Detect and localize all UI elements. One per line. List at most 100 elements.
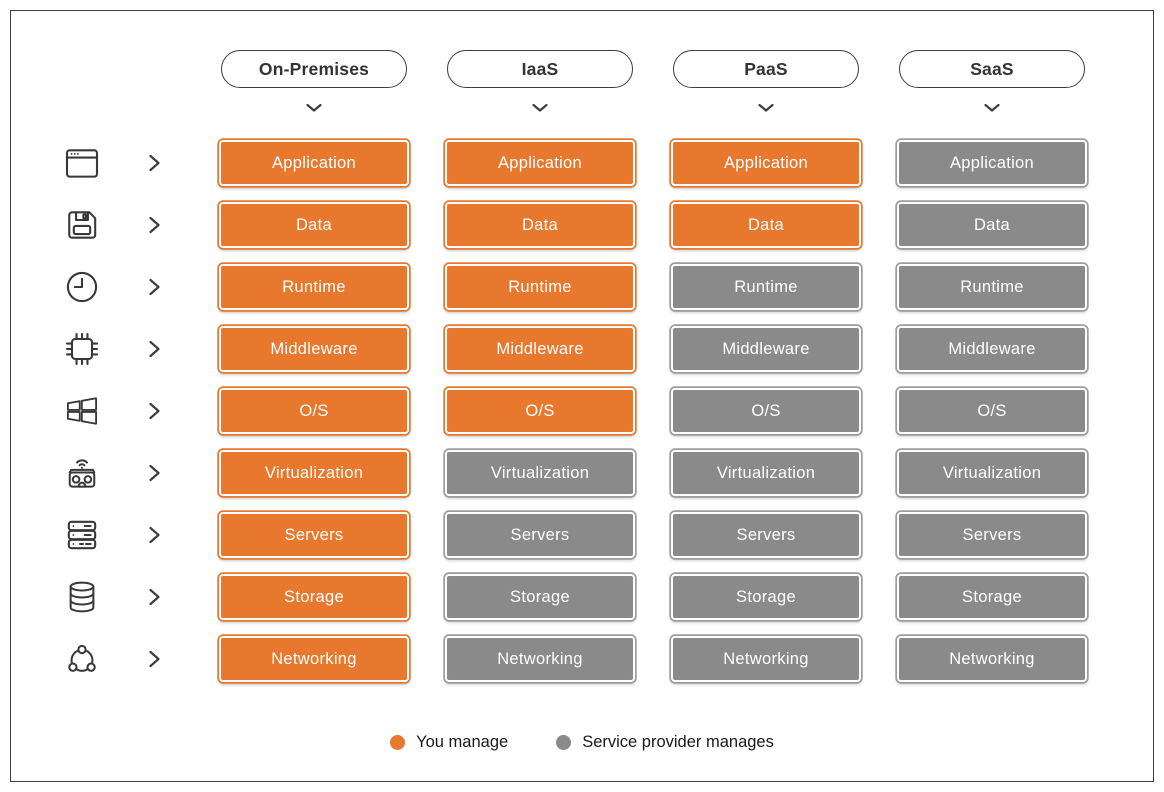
cell-label: Virtualization: [264, 463, 364, 482]
layer-row-virtualization: Virtualization Virtualization Virtualizati…: [0, 450, 1087, 496]
cell-saas-networking: Networking: [897, 636, 1087, 682]
cell-iaas-data: Data: [445, 202, 635, 248]
cell-label: Storage: [736, 587, 796, 606]
cell-label: Middleware: [948, 339, 1036, 358]
cell-label: Data: [521, 215, 559, 234]
browser-window-icon: [62, 143, 102, 183]
floppy-disk-icon: [62, 205, 102, 245]
layer-row-data: Data Data Data Data: [0, 202, 1087, 248]
column-paas: PaaS: [671, 50, 861, 114]
chevron-down-icon: [306, 103, 322, 112]
column-pill-label: IaaS: [521, 58, 559, 79]
cell-label: Runtime: [508, 277, 572, 296]
chevron-right-icon: [149, 588, 160, 606]
column-pill-label: On-Premises: [258, 58, 370, 79]
cell-iaas-storage: Storage: [445, 574, 635, 620]
cell-label: Servers: [962, 525, 1022, 544]
column-headers: On-Premises IaaS PaaS SaaS: [219, 50, 1087, 114]
chevron-right-icon: [149, 278, 160, 296]
column-pill-label: SaaS: [970, 58, 1014, 79]
layer-row-os: O/S O/S O/S O/S: [0, 388, 1087, 434]
legend-label: You manage: [416, 733, 509, 751]
cell-on-premises-os: O/S: [219, 388, 409, 434]
chevron-down-icon: [984, 103, 1000, 112]
cell-on-premises-data: Data: [219, 202, 409, 248]
legend-dot-you: [390, 735, 406, 750]
cell-label: Application: [723, 153, 809, 172]
cell-label: Data: [973, 215, 1011, 234]
cell-label: Networking: [949, 649, 1035, 668]
cell-iaas-application: Application: [445, 140, 635, 186]
vr-headset-icon: [62, 453, 102, 493]
chevron-right-icon: [149, 464, 160, 482]
legend: You manage Service provider manages: [22, 733, 1142, 752]
cell-label: Virtualization: [716, 463, 816, 482]
cell-label: Storage: [510, 587, 570, 606]
layer-row-servers: Servers Servers Servers Servers: [0, 512, 1087, 558]
cell-saas-data: Data: [897, 202, 1087, 248]
cell-paas-middleware: Middleware: [671, 326, 861, 372]
column-pill-iaas: IaaS: [447, 50, 633, 88]
cell-saas-storage: Storage: [897, 574, 1087, 620]
cell-label: Servers: [284, 525, 344, 544]
chevron-down-icon: [758, 103, 774, 112]
cell-label: Servers: [510, 525, 570, 544]
network-nodes-icon: [62, 639, 102, 679]
chevron-right-icon: [149, 402, 160, 420]
cell-on-premises-virtualization: Virtualization: [219, 450, 409, 496]
layer-row-middleware: Middleware Middleware Middleware Middleware: [0, 326, 1087, 372]
cell-saas-application: Application: [897, 140, 1087, 186]
cell-label: O/S: [525, 401, 555, 420]
cell-on-premises-servers: Servers: [219, 512, 409, 558]
windows-logo-icon: [62, 391, 102, 431]
column-on-premises: On-Premises: [219, 50, 409, 114]
cell-paas-os: O/S: [671, 388, 861, 434]
chevron-right-icon: [149, 154, 160, 172]
cell-on-premises-runtime: Runtime: [219, 264, 409, 310]
column-iaas: IaaS: [445, 50, 635, 114]
cell-paas-servers: Servers: [671, 512, 861, 558]
cell-paas-networking: Networking: [671, 636, 861, 682]
column-pill-on-premises: On-Premises: [221, 50, 407, 88]
legend-item-provider: Service provider manages: [556, 733, 774, 752]
chevron-right-icon: [149, 526, 160, 544]
cell-label: Runtime: [734, 277, 798, 296]
cell-label: Data: [747, 215, 785, 234]
cell-label: Middleware: [722, 339, 810, 358]
column-saas: SaaS: [897, 50, 1087, 114]
cell-label: O/S: [977, 401, 1007, 420]
cell-label: O/S: [751, 401, 781, 420]
cell-on-premises-storage: Storage: [219, 574, 409, 620]
server-rack-icon: [62, 515, 102, 555]
chevron-down-icon: [532, 103, 548, 112]
cell-iaas-runtime: Runtime: [445, 264, 635, 310]
cell-iaas-os: O/S: [445, 388, 635, 434]
column-pill-label: PaaS: [744, 58, 788, 79]
layer-row-networking: Networking Networking Networking Networking: [0, 636, 1087, 682]
cell-on-premises-middleware: Middleware: [219, 326, 409, 372]
legend-label: Service provider manages: [582, 733, 774, 751]
cell-paas-data: Data: [671, 202, 861, 248]
cell-label: Virtualization: [942, 463, 1042, 482]
cell-label: Middleware: [496, 339, 584, 358]
legend-dot-provider: [556, 735, 572, 750]
cell-saas-servers: Servers: [897, 512, 1087, 558]
cell-label: Middleware: [270, 339, 358, 358]
cell-label: Application: [497, 153, 583, 172]
cell-label: Runtime: [960, 277, 1024, 296]
cell-paas-virtualization: Virtualization: [671, 450, 861, 496]
cell-on-premises-networking: Networking: [219, 636, 409, 682]
database-icon: [62, 577, 102, 617]
cell-paas-runtime: Runtime: [671, 264, 861, 310]
cell-label: O/S: [299, 401, 329, 420]
cell-label: Networking: [271, 649, 357, 668]
column-pill-saas: SaaS: [899, 50, 1085, 88]
cell-label: Virtualization: [490, 463, 590, 482]
cell-label: Runtime: [282, 277, 346, 296]
cell-saas-runtime: Runtime: [897, 264, 1087, 310]
cell-paas-storage: Storage: [671, 574, 861, 620]
layer-row-storage: Storage Storage Storage Storage: [0, 574, 1087, 620]
layer-row-application: Application Application Application Applica…: [0, 140, 1087, 186]
cell-saas-virtualization: Virtualization: [897, 450, 1087, 496]
chevron-right-icon: [149, 216, 160, 234]
